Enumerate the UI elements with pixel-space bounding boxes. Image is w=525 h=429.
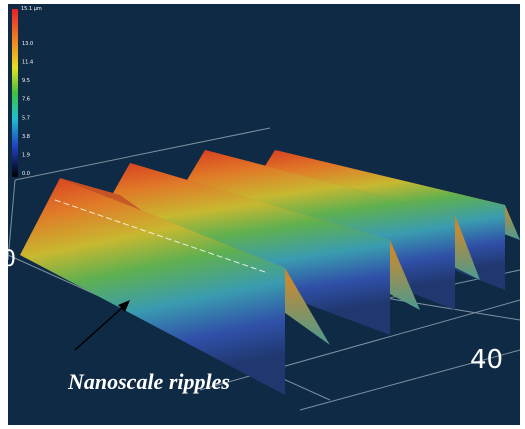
colorbar-label: 11.4 bbox=[22, 60, 33, 66]
page: 15.1 µm 13.011.49.57.65.73.81.90.0 0 40 … bbox=[0, 0, 525, 429]
colorbar-label: 3.8 bbox=[22, 134, 30, 140]
colorbar-unit: 15.1 µm bbox=[21, 6, 42, 12]
surface-image: 15.1 µm 13.011.49.57.65.73.81.90.0 0 40 … bbox=[0, 0, 525, 429]
colorbar-label: 1.9 bbox=[22, 152, 30, 158]
axis-label: 40 bbox=[470, 345, 503, 375]
colorbar-label: 7.6 bbox=[22, 97, 30, 103]
colorbar-label: 5.7 bbox=[22, 115, 30, 121]
annotation: Nanoscale ripples bbox=[67, 369, 230, 394]
axis-label: 0 bbox=[2, 247, 16, 272]
colorbar-label: 13.0 bbox=[22, 41, 33, 47]
colorbar-label: 0.0 bbox=[22, 171, 30, 177]
colorbar bbox=[12, 9, 18, 177]
colorbar-label: 9.5 bbox=[22, 78, 30, 84]
